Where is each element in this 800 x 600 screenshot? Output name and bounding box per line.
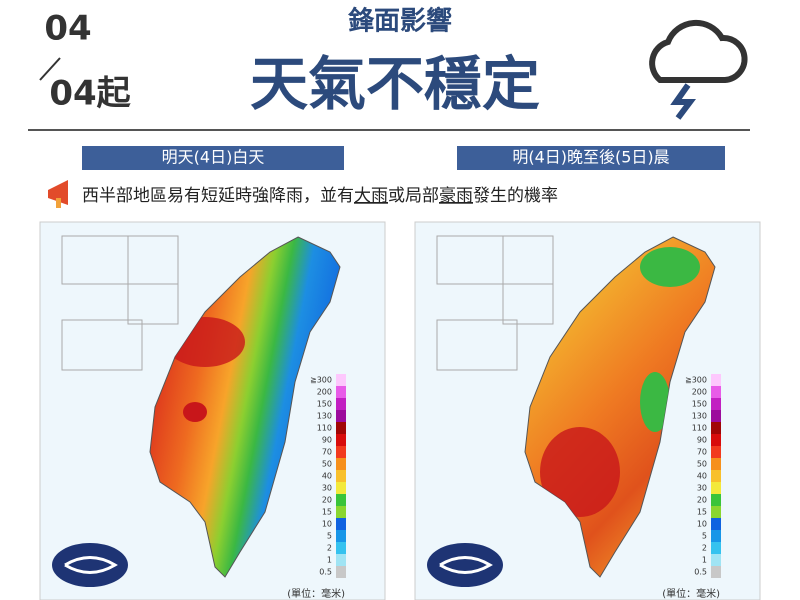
map-panel: ≧300 200 150 130 110 90 70 50 40 30 20 15 10 5 2 1 0.5 (單… [39, 221, 386, 600]
slash [39, 57, 61, 81]
legend-swatch [336, 374, 346, 386]
legend-swatch [336, 518, 346, 530]
notice: 西半部地區易有短延時強降雨，並有大雨或局部豪雨發生的機率 [82, 185, 558, 206]
legend-label: 200 [317, 388, 332, 397]
legend-label: 130 [692, 412, 707, 421]
logo [427, 543, 503, 587]
legend-swatch [711, 518, 721, 530]
inset-box [502, 283, 554, 325]
legend-label: 90 [697, 436, 707, 445]
legend-swatch [336, 398, 346, 410]
notice-part: 大雨 [354, 186, 388, 206]
legend-swatch [336, 410, 346, 422]
inset-box [127, 283, 179, 325]
logo [52, 543, 128, 587]
legend-swatch [711, 386, 721, 398]
legend-swatch [336, 482, 346, 494]
legend-swatch [336, 458, 346, 470]
legend-label: 30 [697, 484, 707, 493]
legend-swatch [711, 470, 721, 482]
legend-label: 1 [327, 556, 332, 565]
legend-label: 110 [317, 424, 332, 433]
date-bottom: 04起 [49, 74, 131, 114]
legend-label: ≧300 [685, 376, 707, 385]
legend-label: ≧300 [310, 376, 332, 385]
legend-swatch [336, 386, 346, 398]
legend-swatch [711, 458, 721, 470]
legend-swatch [711, 398, 721, 410]
legend-label: 30 [322, 484, 332, 493]
legend-label: 0.5 [694, 568, 707, 577]
legend-swatch [711, 554, 721, 566]
legend-label: 200 [692, 388, 707, 397]
date-top: 04 [44, 9, 91, 49]
legend-swatch [336, 470, 346, 482]
legend-label: 10 [322, 520, 332, 529]
legend-swatch [336, 566, 346, 578]
legend-swatch [336, 446, 346, 458]
legend-label: 0.5 [319, 568, 332, 577]
legend-swatch [711, 530, 721, 542]
notice-part: 發生的機率 [473, 186, 558, 206]
unit-label: (單位：毫米) [287, 587, 345, 600]
legend-label: 20 [322, 496, 332, 505]
notice-part: 豪雨 [439, 185, 473, 206]
legend-label: 150 [317, 400, 332, 409]
megaphone-icon [48, 180, 68, 208]
title: 天氣不穩定 [250, 50, 540, 118]
legend-swatch [336, 530, 346, 542]
legend-label: 150 [692, 400, 707, 409]
legend-swatch [336, 506, 346, 518]
inset-box [436, 319, 518, 371]
legend-swatch [336, 494, 346, 506]
legend-swatch [711, 410, 721, 422]
legend-label: 70 [697, 448, 707, 457]
legend-label: 50 [322, 460, 332, 469]
legend-swatch [711, 446, 721, 458]
legend-swatch [336, 434, 346, 446]
subtitle: 鋒面影響 [347, 6, 452, 37]
logo-mark [64, 556, 118, 574]
legend-swatch [711, 566, 721, 578]
legend-label: 15 [697, 508, 707, 517]
notice-part: 西半部地區易有短延時強降雨，並有 [82, 186, 354, 206]
legend-label: 2 [702, 544, 707, 553]
cloud-icon [649, 19, 748, 120]
unit-label: (單位：毫米) [662, 587, 720, 600]
legend-swatch [711, 506, 721, 518]
legend-label: 10 [697, 520, 707, 529]
logo-mark [439, 556, 493, 574]
legend-swatch [711, 542, 721, 554]
period-bar [82, 146, 344, 170]
notice-part: 或局部 [388, 186, 439, 206]
period-label: 明(4日)晚至後(5日)晨 [512, 148, 669, 167]
legend-swatch [711, 482, 721, 494]
legend-label: 1 [702, 556, 707, 565]
legend-label: 15 [322, 508, 332, 517]
legend-label: 70 [322, 448, 332, 457]
legend-label: 50 [697, 460, 707, 469]
legend-label: 5 [327, 532, 332, 541]
legend-label: 40 [322, 472, 332, 481]
legend-swatch [336, 554, 346, 566]
map-panel: ≧300 200 150 130 110 90 70 50 40 30 20 15 10 5 2 1 0.5 (單… [414, 221, 761, 600]
legend-swatch [711, 374, 721, 386]
legend-label: 2 [327, 544, 332, 553]
period-label: 明天(4日)白天 [162, 148, 265, 167]
legend-label: 5 [702, 532, 707, 541]
legend-swatch [711, 422, 721, 434]
legend-swatch [711, 494, 721, 506]
legend-swatch [336, 422, 346, 434]
legend-label: 90 [322, 436, 332, 445]
legend-label: 110 [692, 424, 707, 433]
period-bar [457, 146, 725, 170]
legend-label: 130 [317, 412, 332, 421]
inset-box [61, 319, 143, 371]
legend-label: 20 [697, 496, 707, 505]
legend-label: 40 [697, 472, 707, 481]
legend-swatch [711, 434, 721, 446]
legend-swatch [336, 542, 346, 554]
